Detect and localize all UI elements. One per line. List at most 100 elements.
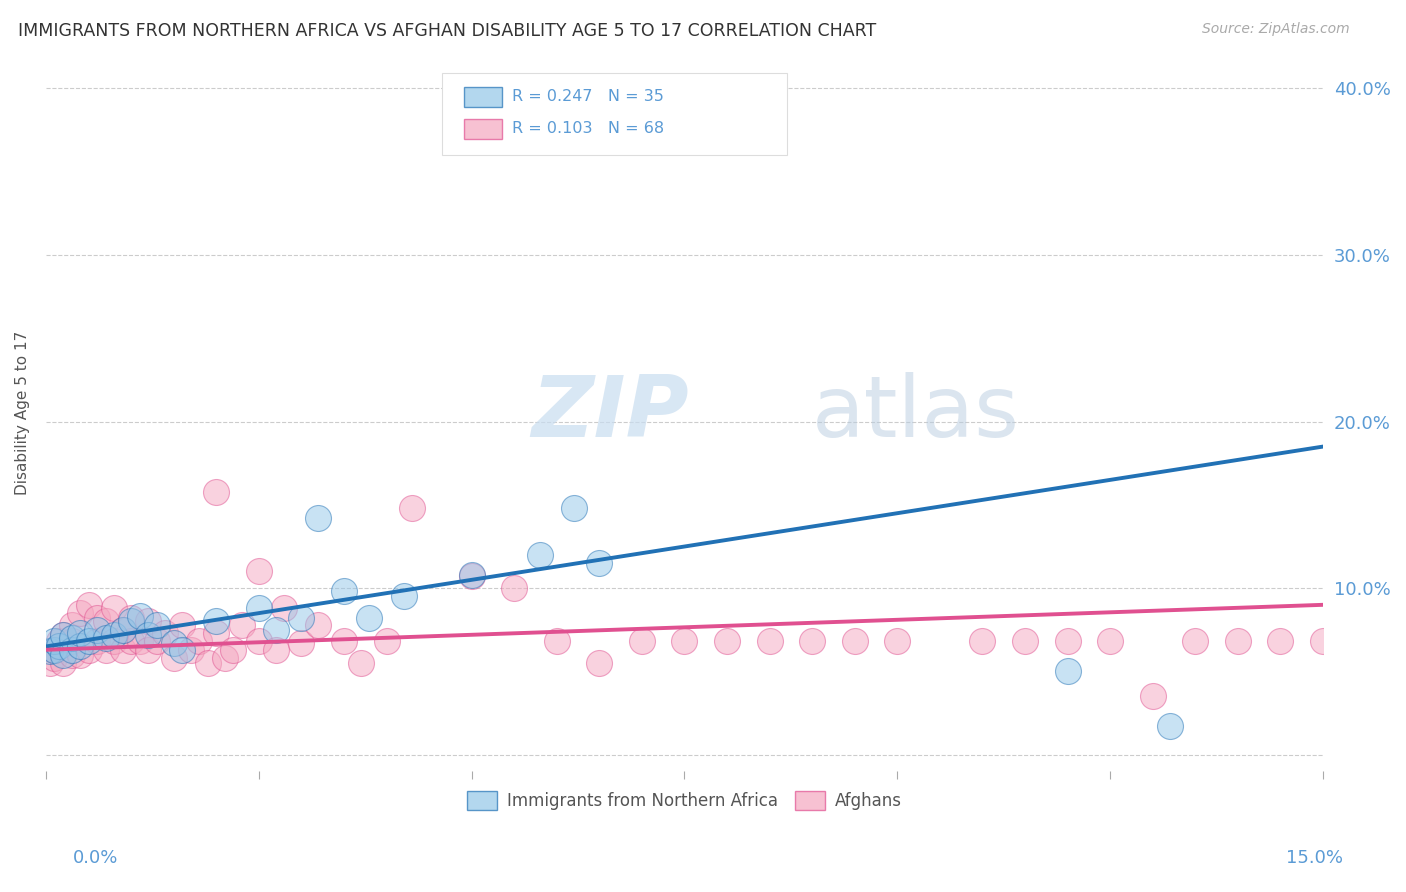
Point — [48, 634, 70, 648]
Point — [163, 636, 186, 650]
Point — [44, 642, 66, 657]
Point — [39, 656, 62, 670]
FancyBboxPatch shape — [441, 73, 786, 155]
Point — [307, 617, 329, 632]
Point — [972, 634, 994, 648]
Point — [205, 484, 228, 499]
Point — [460, 569, 482, 583]
Point — [188, 634, 211, 648]
Point — [69, 648, 91, 662]
Point — [103, 634, 125, 648]
Point — [205, 626, 228, 640]
Point — [529, 548, 551, 562]
Point — [631, 634, 654, 648]
Point — [44, 642, 66, 657]
Point — [52, 648, 75, 662]
Point — [163, 651, 186, 665]
Point — [716, 634, 738, 648]
Point — [60, 631, 83, 645]
Point — [86, 611, 108, 625]
Point — [60, 642, 83, 657]
Bar — [464, 119, 502, 139]
Point — [120, 615, 142, 629]
Point — [94, 615, 117, 629]
Point — [136, 615, 159, 629]
Point — [290, 636, 312, 650]
Point — [60, 617, 83, 632]
Point — [247, 565, 270, 579]
Point — [52, 628, 75, 642]
Point — [1056, 665, 1078, 679]
Point — [375, 634, 398, 648]
Point — [231, 617, 253, 632]
Point — [503, 581, 526, 595]
Point — [44, 651, 66, 665]
Point — [69, 626, 91, 640]
Point — [1312, 634, 1334, 648]
Point — [48, 640, 70, 654]
Point — [1014, 634, 1036, 648]
Point — [120, 611, 142, 625]
Point — [94, 631, 117, 645]
Point — [111, 642, 134, 657]
Point — [52, 628, 75, 642]
Point — [111, 623, 134, 637]
Point — [86, 634, 108, 648]
Point — [350, 656, 373, 670]
Point — [77, 642, 100, 657]
Point — [290, 611, 312, 625]
Point — [60, 634, 83, 648]
Point — [333, 634, 356, 648]
Point — [145, 634, 167, 648]
Point — [333, 584, 356, 599]
Point — [673, 634, 696, 648]
Text: R = 0.103   N = 68: R = 0.103 N = 68 — [512, 120, 664, 136]
Text: 0.0%: 0.0% — [73, 849, 118, 867]
Point — [1142, 690, 1164, 704]
Point — [172, 642, 194, 657]
Point — [546, 634, 568, 648]
Point — [359, 611, 381, 625]
Point — [86, 623, 108, 637]
Point — [460, 567, 482, 582]
Point — [392, 590, 415, 604]
Point — [136, 628, 159, 642]
Text: ZIP: ZIP — [531, 372, 689, 455]
Point — [588, 656, 610, 670]
Point — [273, 601, 295, 615]
Point — [1270, 634, 1292, 648]
Point — [1056, 634, 1078, 648]
Point — [145, 617, 167, 632]
Point — [77, 598, 100, 612]
Point — [886, 634, 908, 648]
Point — [247, 601, 270, 615]
Point — [77, 634, 100, 648]
Point — [214, 651, 236, 665]
Point — [69, 640, 91, 654]
Point — [153, 626, 176, 640]
Point — [205, 615, 228, 629]
Point — [401, 501, 423, 516]
Point — [307, 511, 329, 525]
Point — [128, 609, 150, 624]
Point — [562, 501, 585, 516]
Point — [94, 642, 117, 657]
Point — [1226, 634, 1249, 648]
Point — [60, 648, 83, 662]
Point — [758, 634, 780, 648]
Point — [1184, 634, 1206, 648]
Text: atlas: atlas — [813, 372, 1021, 455]
Text: R = 0.247   N = 35: R = 0.247 N = 35 — [512, 89, 664, 104]
Point — [128, 634, 150, 648]
Text: IMMIGRANTS FROM NORTHERN AFRICA VS AFGHAN DISABILITY AGE 5 TO 17 CORRELATION CHA: IMMIGRANTS FROM NORTHERN AFRICA VS AFGHA… — [18, 22, 876, 40]
Legend: Immigrants from Northern Africa, Afghans: Immigrants from Northern Africa, Afghans — [461, 785, 908, 817]
Text: 15.0%: 15.0% — [1286, 849, 1343, 867]
Point — [1159, 719, 1181, 733]
Point — [44, 634, 66, 648]
Point — [247, 634, 270, 648]
Point — [103, 601, 125, 615]
Point — [52, 656, 75, 670]
Point — [172, 617, 194, 632]
Point — [588, 556, 610, 570]
Point — [197, 656, 219, 670]
